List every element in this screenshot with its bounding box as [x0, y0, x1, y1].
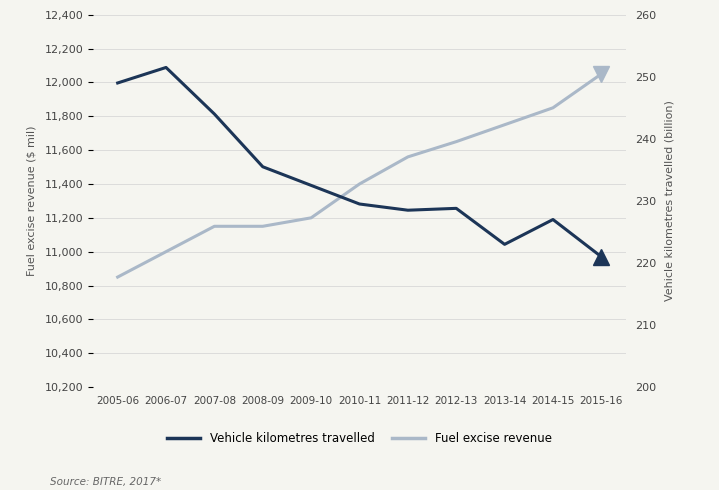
Y-axis label: Fuel excise revenue ($ mil): Fuel excise revenue ($ mil): [27, 125, 37, 276]
Legend: Vehicle kilometres travelled, Fuel excise revenue: Vehicle kilometres travelled, Fuel excis…: [162, 427, 557, 450]
Y-axis label: Vehicle kilometres travelled (billion): Vehicle kilometres travelled (billion): [665, 100, 675, 301]
Text: Source: BITRE, 2017*: Source: BITRE, 2017*: [50, 477, 162, 487]
